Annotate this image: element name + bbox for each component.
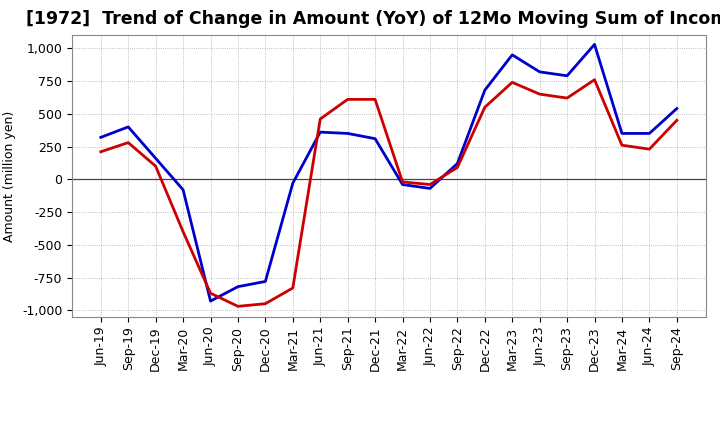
- Net Income: [151, 164, 160, 169]
- Ordinary Income: [398, 182, 407, 187]
- Ordinary Income: [261, 279, 270, 284]
- Ordinary Income: [480, 88, 489, 93]
- Ordinary Income: [563, 73, 572, 78]
- Net Income: [206, 290, 215, 296]
- Ordinary Income: [672, 106, 681, 111]
- Ordinary Income: [233, 284, 242, 290]
- Ordinary Income: [508, 52, 516, 58]
- Net Income: [453, 165, 462, 170]
- Ordinary Income: [289, 180, 297, 186]
- Y-axis label: Amount (million yen): Amount (million yen): [4, 110, 17, 242]
- Net Income: [645, 147, 654, 152]
- Ordinary Income: [151, 156, 160, 161]
- Net Income: [672, 117, 681, 123]
- Line: Net Income: Net Income: [101, 80, 677, 306]
- Ordinary Income: [590, 42, 599, 47]
- Net Income: [618, 143, 626, 148]
- Net Income: [536, 92, 544, 97]
- Ordinary Income: [371, 136, 379, 141]
- Ordinary Income: [343, 131, 352, 136]
- Ordinary Income: [179, 187, 187, 192]
- Net Income: [426, 182, 434, 187]
- Ordinary Income: [124, 124, 132, 129]
- Ordinary Income: [618, 131, 626, 136]
- Title: [1972]  Trend of Change in Amount (YoY) of 12Mo Moving Sum of Incomes: [1972] Trend of Change in Amount (YoY) o…: [27, 10, 720, 28]
- Ordinary Income: [96, 135, 105, 140]
- Net Income: [590, 77, 599, 82]
- Net Income: [96, 149, 105, 154]
- Net Income: [124, 140, 132, 145]
- Ordinary Income: [206, 298, 215, 304]
- Net Income: [508, 80, 516, 85]
- Net Income: [179, 229, 187, 235]
- Ordinary Income: [426, 186, 434, 191]
- Net Income: [480, 105, 489, 110]
- Net Income: [316, 117, 325, 122]
- Line: Ordinary Income: Ordinary Income: [101, 44, 677, 301]
- Net Income: [371, 97, 379, 102]
- Ordinary Income: [645, 131, 654, 136]
- Net Income: [398, 179, 407, 184]
- Ordinary Income: [536, 69, 544, 74]
- Net Income: [343, 97, 352, 102]
- Net Income: [289, 286, 297, 291]
- Ordinary Income: [453, 161, 462, 166]
- Net Income: [261, 301, 270, 306]
- Net Income: [233, 304, 242, 309]
- Net Income: [563, 95, 572, 101]
- Ordinary Income: [316, 129, 325, 135]
